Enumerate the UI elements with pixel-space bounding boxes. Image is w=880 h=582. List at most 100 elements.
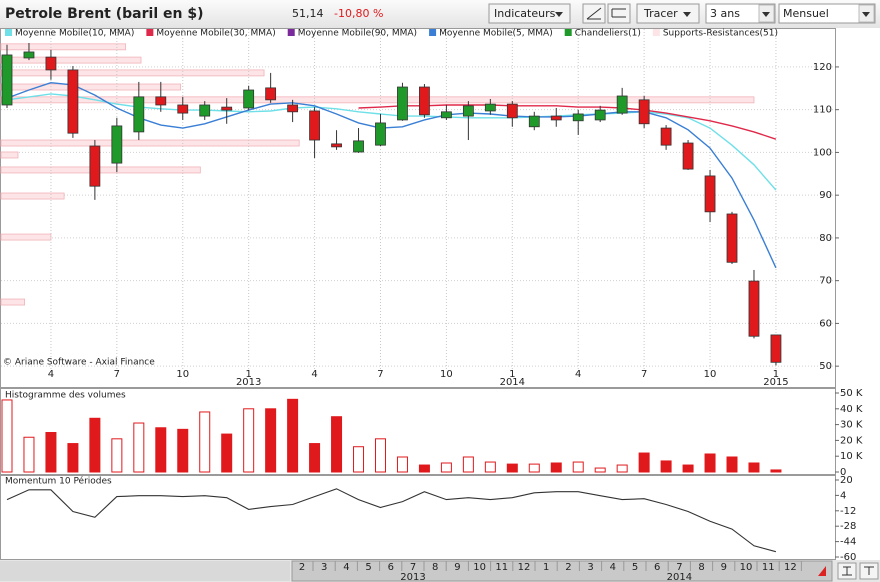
volume-bar [67, 443, 79, 473]
volume-bar [462, 456, 474, 473]
support-resistance-zone [0, 151, 19, 159]
candle-body [484, 103, 496, 112]
y-tick-label: 80 [819, 233, 832, 244]
volume-bar [111, 438, 123, 473]
candle-body [616, 95, 628, 114]
legend-swatch [429, 29, 437, 36]
navigator-month: 11 [495, 562, 508, 573]
candle-body [309, 110, 320, 141]
credit: © Ariane Software - Axial Finance [3, 358, 155, 368]
indicators-button[interactable]: Indicateurs [488, 3, 571, 24]
period-select[interactable]: 3 ans [705, 3, 776, 24]
navigator-month: 12 [518, 562, 531, 573]
y-tick-label: -28 [840, 521, 856, 532]
navigator-month: 11 [762, 562, 775, 573]
volume-bar [616, 464, 628, 473]
volume-bar [155, 427, 167, 473]
volume-bar [45, 432, 57, 473]
draw-tool-buttons[interactable] [582, 3, 631, 24]
x-tick-label: 4 [575, 369, 581, 380]
y-tick-label: 40 K [840, 404, 863, 415]
candle-body [528, 115, 540, 128]
navigator-month: 10 [740, 562, 753, 573]
y-tick-label: 100 [813, 147, 832, 158]
y-tick-label: -60 [840, 552, 856, 563]
volume-bar [331, 416, 343, 473]
volume-bar [133, 422, 145, 473]
navigator-month: 8 [432, 562, 438, 573]
candle-body [331, 143, 342, 148]
x-tick-label: 1 [245, 369, 251, 380]
navigator-month: 6 [388, 562, 394, 573]
volume-bar [594, 467, 606, 473]
candle-body [726, 213, 738, 263]
indicators-label: Indicateurs [494, 7, 556, 20]
volume-bar [89, 417, 101, 473]
navigator-month: 7 [676, 562, 682, 573]
volume-bar [682, 464, 694, 473]
y-tick-label: -44 [840, 537, 856, 548]
x-tick-label: 7 [641, 369, 647, 380]
momentum-line [6, 488, 777, 553]
volume-bar [418, 464, 430, 473]
support-resistance-zone [0, 139, 300, 147]
navigator-month: 8 [698, 562, 704, 573]
x-tick-label: 7 [114, 369, 120, 380]
candle-body [67, 69, 79, 134]
volume-bar [309, 443, 321, 473]
legend-label: Moyenne Mobile(10, MMA) [15, 29, 134, 39]
candle-body [243, 89, 255, 109]
volume-bar [177, 428, 189, 473]
volume-bar [726, 456, 738, 473]
candle-body [506, 103, 518, 119]
volume-panel [0, 388, 836, 475]
volume-bar [287, 398, 299, 473]
candle-body [111, 125, 123, 164]
candle-body [419, 86, 430, 116]
legend-swatch [5, 29, 12, 36]
navigator-window[interactable] [291, 560, 833, 582]
legend-label: Supports-Resistances(51) [663, 29, 778, 39]
moving-average-line [6, 81, 777, 269]
y-tick-label: 20 [840, 475, 853, 486]
last-price: 51,14 [292, 7, 324, 20]
candle-body [265, 87, 277, 101]
y-tick-label: -12 [840, 506, 856, 517]
draw-label: Tracer [643, 7, 678, 20]
price-change: -10,80 % [334, 7, 383, 20]
volume-bar [23, 436, 35, 473]
x-year-label: 2015 [763, 377, 788, 388]
support-resistance-zone [0, 192, 65, 200]
x-year-label: 2014 [500, 377, 525, 388]
y-tick-label: 4 [840, 490, 846, 501]
volume-bar [265, 408, 277, 473]
draw-button[interactable]: Tracer [636, 3, 700, 24]
candle-body [397, 86, 408, 121]
candle-body [550, 115, 562, 121]
x-tick-label: 1 [509, 369, 515, 380]
navigator-month: 6 [654, 562, 660, 573]
y-tick-label: 110 [813, 105, 832, 116]
price-panel [0, 28, 836, 388]
x-tick-label: 10 [440, 369, 453, 380]
navigator-buttons[interactable] [818, 562, 879, 580]
navigator-month: 4 [610, 562, 616, 573]
candle-body [770, 334, 782, 363]
y-tick-label: 120 [813, 62, 832, 73]
x-year-label: 2013 [236, 377, 261, 388]
momentum-panel [0, 475, 836, 560]
navigator-month: 7 [410, 562, 416, 573]
legend-label: Moyenne Mobile(90, MMA) [298, 29, 417, 39]
volume-bar [528, 463, 540, 473]
legend-swatch [287, 29, 295, 36]
navigator-month: 9 [721, 562, 727, 573]
navigator-month: 2 [299, 562, 305, 573]
volume-bar [396, 456, 408, 473]
volume-bar [243, 408, 255, 473]
candle-body [177, 104, 189, 114]
navigator-month: 9 [454, 562, 460, 573]
candle-body [682, 142, 694, 170]
interval-select[interactable]: Mensuel [778, 3, 876, 24]
navigator-month: 10 [473, 562, 486, 573]
